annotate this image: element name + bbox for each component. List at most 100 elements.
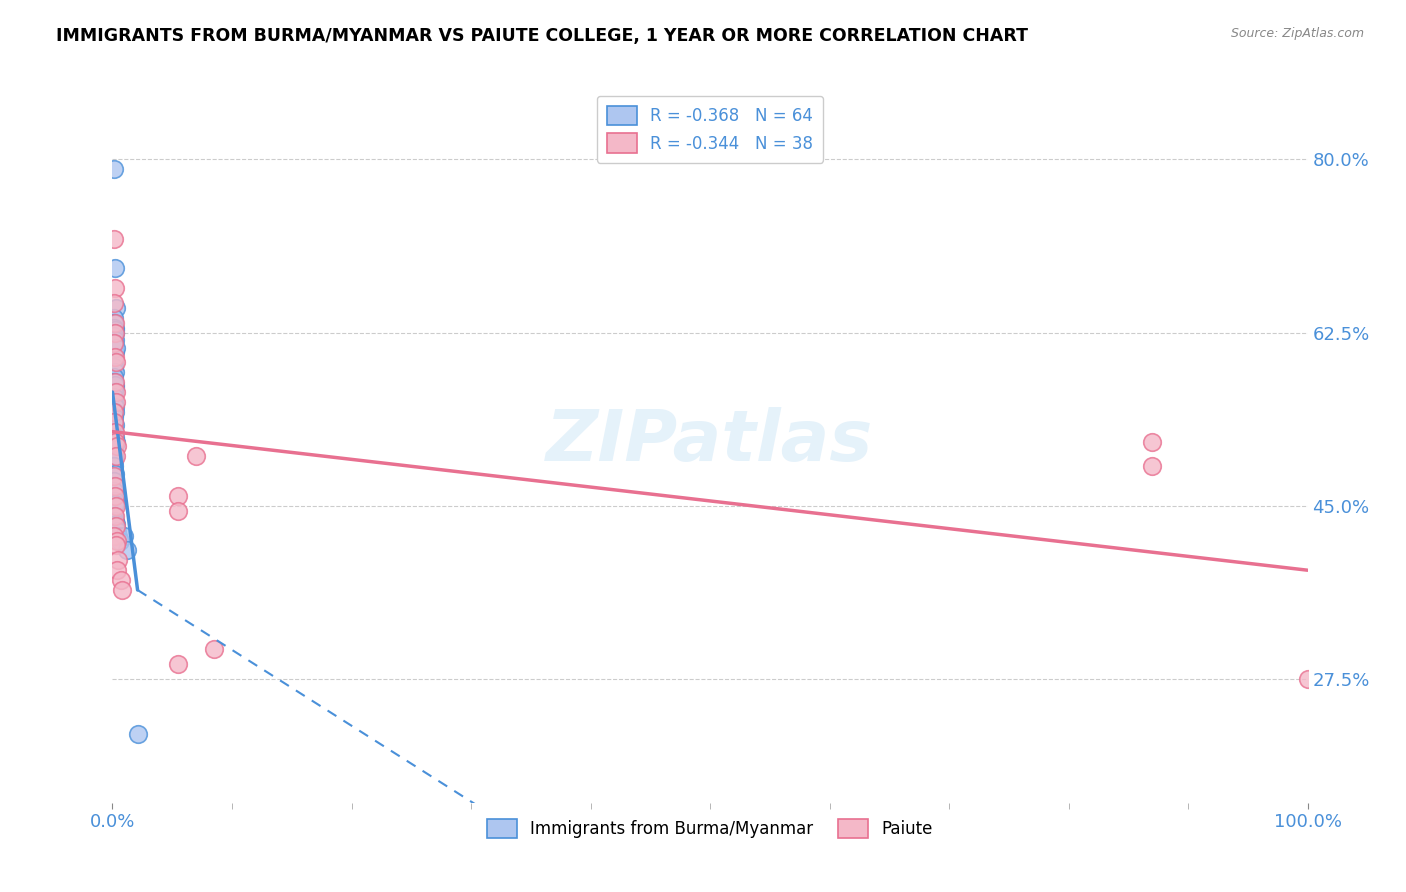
Point bbox=[104, 405, 127, 419]
Point bbox=[103, 328, 125, 343]
Text: ZIPatlas: ZIPatlas bbox=[547, 407, 873, 476]
Point bbox=[103, 335, 125, 350]
Point bbox=[105, 518, 128, 533]
Point bbox=[167, 657, 190, 672]
Point bbox=[104, 467, 127, 482]
Point bbox=[103, 459, 125, 474]
Point bbox=[104, 489, 127, 503]
Point bbox=[105, 385, 128, 400]
Point bbox=[103, 440, 125, 454]
Point bbox=[103, 390, 125, 404]
Point bbox=[105, 499, 128, 513]
Point bbox=[186, 450, 208, 464]
Point bbox=[105, 516, 128, 531]
Point bbox=[104, 345, 127, 359]
Point bbox=[103, 450, 125, 464]
Point bbox=[104, 508, 127, 523]
Point bbox=[103, 494, 125, 508]
Point bbox=[104, 333, 127, 347]
Point bbox=[103, 425, 125, 439]
Point bbox=[107, 528, 129, 542]
Point bbox=[103, 415, 125, 429]
Point bbox=[103, 335, 125, 350]
Point bbox=[105, 395, 128, 409]
Point bbox=[103, 395, 125, 409]
Point bbox=[104, 261, 127, 276]
Point bbox=[104, 281, 127, 295]
Point bbox=[103, 360, 125, 375]
Point bbox=[202, 642, 225, 657]
Point bbox=[107, 553, 129, 567]
Point bbox=[1296, 672, 1319, 686]
Point bbox=[103, 518, 125, 533]
Point bbox=[104, 380, 127, 394]
Legend: Immigrants from Burma/Myanmar, Paiute: Immigrants from Burma/Myanmar, Paiute bbox=[481, 813, 939, 845]
Point bbox=[103, 162, 125, 177]
Point bbox=[103, 375, 125, 389]
Point bbox=[104, 425, 127, 439]
Point bbox=[103, 469, 125, 483]
Point bbox=[108, 533, 131, 548]
Point bbox=[103, 469, 125, 483]
Point bbox=[105, 301, 128, 315]
Point bbox=[103, 405, 125, 419]
Point bbox=[105, 450, 128, 464]
Point bbox=[104, 518, 127, 533]
Point bbox=[105, 539, 128, 553]
Point bbox=[104, 434, 127, 449]
Text: IMMIGRANTS FROM BURMA/MYANMAR VS PAIUTE COLLEGE, 1 YEAR OR MORE CORRELATION CHAR: IMMIGRANTS FROM BURMA/MYANMAR VS PAIUTE … bbox=[56, 27, 1028, 45]
Point bbox=[110, 573, 132, 587]
Point bbox=[103, 320, 125, 334]
Point bbox=[104, 437, 127, 451]
Point bbox=[105, 341, 128, 355]
Point bbox=[104, 375, 127, 389]
Point bbox=[105, 563, 128, 577]
Point bbox=[103, 409, 125, 424]
Point bbox=[103, 370, 125, 384]
Point bbox=[104, 434, 127, 449]
Point bbox=[103, 514, 125, 528]
Point bbox=[167, 489, 190, 503]
Point bbox=[103, 341, 125, 355]
Point bbox=[1142, 434, 1164, 449]
Point bbox=[104, 320, 127, 334]
Point bbox=[105, 434, 128, 449]
Point bbox=[104, 365, 127, 379]
Point bbox=[103, 419, 125, 434]
Point bbox=[127, 726, 149, 740]
Point bbox=[103, 508, 125, 523]
Point bbox=[104, 378, 127, 392]
Point bbox=[111, 582, 134, 597]
Point bbox=[104, 429, 127, 443]
Point bbox=[103, 326, 125, 340]
Point bbox=[103, 479, 125, 493]
Point bbox=[104, 514, 127, 528]
Point bbox=[1142, 459, 1164, 474]
Point bbox=[103, 310, 125, 325]
Point bbox=[103, 355, 125, 369]
Point bbox=[115, 543, 138, 558]
Point bbox=[104, 494, 127, 508]
Point bbox=[105, 533, 128, 548]
Point bbox=[104, 497, 127, 511]
Point bbox=[167, 504, 190, 518]
Point bbox=[104, 479, 127, 493]
Point bbox=[104, 326, 127, 340]
Point bbox=[103, 474, 125, 488]
Point bbox=[103, 330, 125, 344]
Point bbox=[103, 232, 125, 246]
Point bbox=[105, 524, 128, 538]
Point bbox=[103, 528, 125, 542]
Point bbox=[103, 296, 125, 310]
Point bbox=[103, 385, 125, 400]
Point bbox=[105, 355, 128, 369]
Point bbox=[104, 316, 127, 330]
Point bbox=[103, 483, 125, 498]
Point bbox=[114, 528, 135, 542]
Point bbox=[103, 415, 125, 429]
Point bbox=[104, 323, 127, 337]
Point bbox=[104, 351, 127, 365]
Point bbox=[103, 444, 125, 458]
Point bbox=[104, 400, 127, 414]
Point bbox=[105, 440, 128, 454]
